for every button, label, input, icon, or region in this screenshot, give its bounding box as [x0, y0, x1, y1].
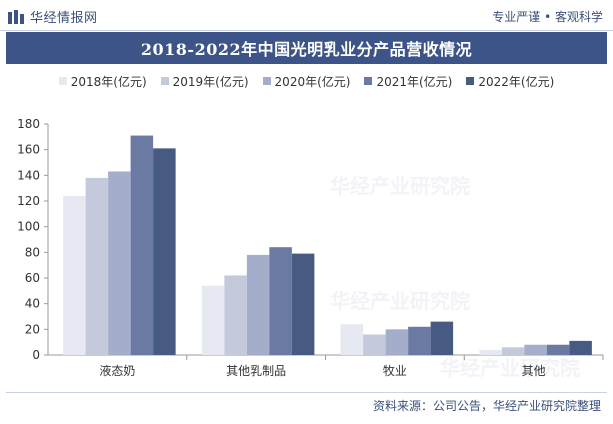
bar	[546, 344, 570, 355]
bar	[408, 326, 431, 355]
legend-label: 2018年(亿元)	[70, 74, 147, 89]
bar-chart: 0 20 40 60 80 100 120 140 160 180 液态奶 其他乳制品 牧业 其他	[17, 117, 604, 378]
bar	[479, 349, 502, 355]
x-tick-label: 牧业	[383, 364, 407, 378]
y-tick-label: 80	[25, 245, 40, 259]
x-tick-label: 液态奶	[99, 363, 135, 378]
bar	[201, 285, 225, 355]
legend: 2018年(亿元) 2019年(亿元) 2020年(亿元) 2021年(亿元) 2022…	[0, 70, 613, 92]
bar	[291, 253, 315, 355]
bar	[363, 334, 386, 355]
y-tick-label: 180	[17, 117, 40, 131]
legend-label: 2021年(亿元)	[376, 74, 453, 89]
y-tick-label: 20	[25, 322, 40, 336]
bar	[224, 275, 247, 355]
bar	[569, 340, 592, 355]
legend-item: 2020年(亿元)	[262, 73, 351, 90]
legend-swatch	[262, 77, 271, 85]
legend-swatch	[58, 77, 67, 85]
bar	[340, 324, 364, 355]
legend-swatch	[160, 77, 169, 85]
legend-swatch	[364, 77, 373, 85]
brand-name: 华经情报网	[30, 11, 98, 26]
top-divider	[0, 30, 613, 31]
x-tick-label: 其他	[522, 364, 546, 378]
bottom-divider	[6, 392, 607, 393]
y-tick-label: 100	[17, 220, 40, 234]
y-tick-label: 160	[17, 143, 40, 157]
bar	[385, 329, 409, 355]
bar	[246, 254, 270, 355]
bar	[130, 135, 154, 355]
bar	[108, 171, 131, 355]
bar	[524, 344, 547, 355]
chart-title: 2018-2022年中国光明乳业分产品营收情况	[140, 40, 473, 59]
brand-logo-icon	[8, 9, 24, 24]
bar	[85, 177, 109, 355]
y-tick-label: 40	[25, 297, 40, 311]
tagline: 专业严谨 • 客观科学	[492, 10, 603, 24]
bar	[269, 247, 292, 355]
x-tick-label: 其他乳制品	[226, 364, 286, 378]
legend-item: 2018年(亿元)	[58, 73, 147, 90]
legend-label: 2020年(亿元)	[274, 74, 351, 89]
y-tick-label: 60	[25, 271, 40, 285]
legend-item: 2019年(亿元)	[160, 73, 249, 90]
bar	[63, 195, 86, 355]
bar	[501, 347, 525, 355]
legend-item: 2022年(亿元)	[466, 73, 554, 90]
brand: 华经情报网	[8, 7, 98, 26]
legend-item: 2021年(亿元)	[364, 73, 452, 90]
legend-label: 2019年(亿元)	[172, 74, 249, 89]
y-tick-label: 0	[32, 348, 40, 362]
bar	[430, 321, 454, 355]
legend-swatch	[466, 77, 475, 85]
legend-label: 2022年(亿元)	[478, 74, 555, 89]
title-bar: 2018-2022年中国光明乳业分产品营收情况	[6, 32, 607, 64]
source-note: 资料来源：公司公告，华经产业研究院整理	[372, 399, 601, 413]
bar	[153, 148, 176, 355]
y-tick-label: 140	[17, 168, 40, 182]
y-tick-label: 120	[17, 194, 40, 208]
top-bar: 华经情报网 专业严谨 • 客观科学	[0, 0, 613, 32]
